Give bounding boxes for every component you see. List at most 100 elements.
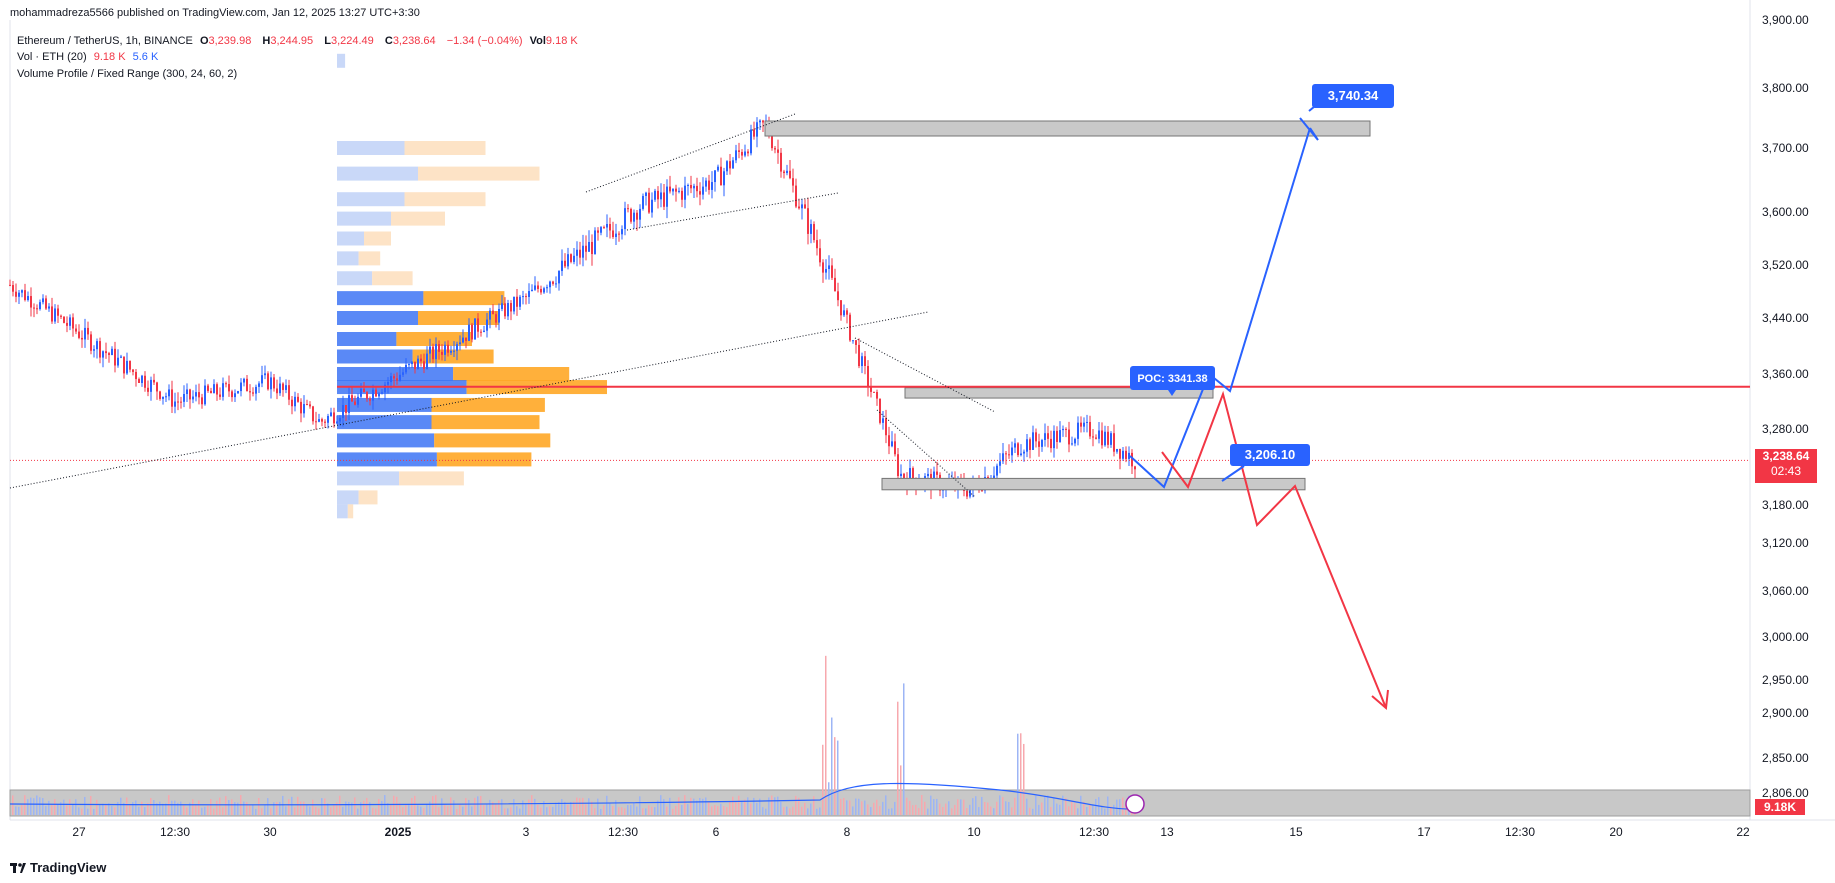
candle-body <box>417 358 419 370</box>
vp-up-row <box>337 311 418 325</box>
volume-bar <box>978 807 980 815</box>
volume-bar <box>24 795 26 815</box>
volume-profile-legend[interactable]: Volume Profile / Fixed Range (300, 24, 6… <box>17 68 238 80</box>
volume-bar <box>816 808 818 815</box>
volume-bar <box>255 808 257 815</box>
candle-body <box>498 308 500 323</box>
candle-body <box>141 375 143 383</box>
volume-bar <box>906 797 908 815</box>
candle-body <box>981 489 983 491</box>
candle-body <box>756 122 758 137</box>
candle-body <box>9 284 11 286</box>
candle-body <box>594 230 596 255</box>
tradingview-logo-icon <box>10 862 26 873</box>
candle-body <box>270 377 272 390</box>
volume-bar <box>357 808 359 815</box>
candle-body <box>348 395 350 413</box>
volume-bar <box>300 801 302 815</box>
volume-bar <box>879 806 881 815</box>
volume-bar <box>651 806 653 815</box>
volume-bar <box>639 796 641 815</box>
volume-bar <box>234 802 236 815</box>
candle-body <box>669 186 671 192</box>
symbol-legend[interactable]: Ethereum / TetherUS, 1h, BINANCE O3,239.… <box>17 35 578 47</box>
volume-bar <box>1059 804 1061 815</box>
volume-bar <box>39 797 41 815</box>
candle-body <box>576 249 578 256</box>
candle-body <box>75 328 77 332</box>
volume-bar <box>624 808 626 815</box>
candle-body <box>1044 433 1046 441</box>
volume-bar <box>957 799 959 815</box>
volume-bar <box>927 808 929 815</box>
candle-body <box>450 350 452 353</box>
candle-body <box>912 468 914 479</box>
candle-body <box>903 473 905 479</box>
candle-body <box>345 405 347 413</box>
volume-bar <box>372 807 374 815</box>
volume-bar <box>429 801 431 815</box>
candle-body <box>324 421 326 423</box>
volume-bar <box>1086 806 1088 815</box>
candle-body <box>1101 430 1103 446</box>
candle-body <box>1023 451 1025 454</box>
volume-bar <box>645 808 647 815</box>
volume-bar <box>672 808 674 815</box>
volume-bar <box>939 803 941 815</box>
candle-body <box>654 190 656 200</box>
volume-bar <box>1092 804 1094 815</box>
candle-body <box>465 337 467 341</box>
candle-body <box>648 192 650 213</box>
candle-body <box>501 303 503 309</box>
candle-body <box>900 473 902 477</box>
volume-bar <box>621 807 623 815</box>
candle-body <box>678 190 680 192</box>
volume-bar <box>192 799 194 815</box>
volume-bar <box>87 808 89 815</box>
candle-body <box>333 412 335 424</box>
candle-body <box>507 303 509 317</box>
volume-bar <box>999 795 1001 815</box>
volume-bar <box>405 804 407 815</box>
volume-bar <box>828 782 830 815</box>
volume-bar <box>642 808 644 815</box>
tradingview-logo[interactable]: TradingView <box>10 860 106 875</box>
volume-bar <box>849 800 851 815</box>
volume-bar <box>141 801 143 815</box>
candle-body <box>1074 438 1076 444</box>
volume-bar <box>396 796 398 815</box>
volume-bars <box>9 655 1751 817</box>
symbol-name[interactable]: Ethereum / TetherUS, 1h, BINANCE <box>17 35 193 47</box>
volume-bar <box>426 803 428 815</box>
volume-bar <box>678 797 680 815</box>
volume-bar <box>675 805 677 815</box>
candle-body <box>228 384 230 392</box>
volume-bar <box>1023 743 1025 815</box>
candle-body <box>504 303 506 317</box>
volume-bar <box>516 806 518 815</box>
poc-label: POC: 3341.38 <box>1137 373 1207 385</box>
volume-bar <box>189 802 191 815</box>
y-tick-label: 3,800.00 <box>1762 81 1809 95</box>
candle-body <box>864 356 866 366</box>
vp-up-row <box>337 141 405 155</box>
volume-bar <box>1050 806 1052 815</box>
candle-body <box>735 150 737 161</box>
volume-bar <box>990 806 992 815</box>
volume-bar <box>501 799 503 815</box>
candle-body <box>339 418 341 422</box>
candle-body <box>216 384 218 395</box>
volume-bar <box>1014 797 1016 815</box>
volume-indicator-legend[interactable]: Vol · ETH (20) 9.18 K 5.6 K <box>17 51 159 63</box>
volume-bar <box>18 806 20 815</box>
volume-bar <box>177 802 179 815</box>
volume-bar <box>213 808 215 815</box>
candle-body <box>603 227 605 229</box>
candle-body <box>162 396 164 399</box>
volume-bar <box>864 800 866 815</box>
volume-bar <box>930 795 932 815</box>
y-tick-label: 3,700.00 <box>1762 141 1809 155</box>
volume-bar <box>261 808 263 815</box>
candle-body <box>177 401 179 403</box>
